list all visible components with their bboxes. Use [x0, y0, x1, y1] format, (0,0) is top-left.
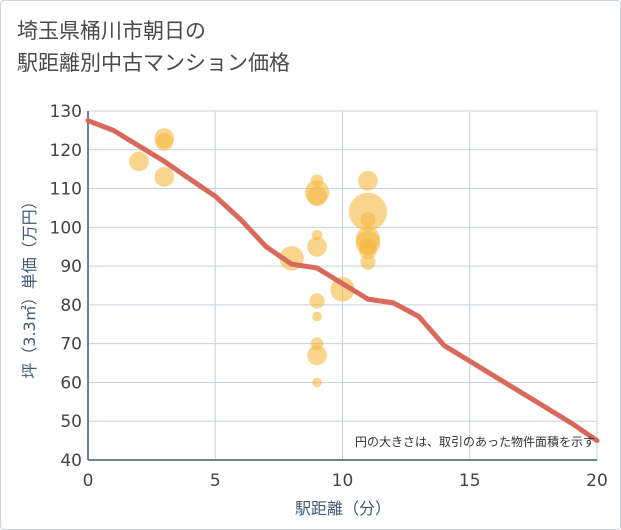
trend-line: [85, 118, 600, 444]
y-tick-label: 40: [60, 451, 82, 471]
data-bubble: [312, 311, 322, 322]
y-tick-label: 70: [60, 335, 82, 355]
x-tick-label: 0: [83, 471, 94, 491]
data-bubble: [358, 170, 378, 191]
x-tick-label: 20: [586, 471, 608, 491]
data-bubble: [129, 151, 149, 172]
y-tick-label: 110: [50, 180, 82, 200]
data-bubble: [312, 377, 322, 388]
chart-title: 埼玉県桶川市朝日の 駅距離別中古マンション価格: [17, 15, 290, 79]
bubble-series: [129, 128, 388, 388]
bubble-size-note: 円の大きさは、取引のあった物件面積を示す: [355, 434, 595, 449]
data-bubble: [330, 277, 355, 302]
tick-labels: 0 5 10 15 20 40 50 60 70 80 90 100 110 120 130: [50, 102, 608, 491]
x-axis-label: 駅距離（分）: [295, 499, 391, 518]
y-axis-label: 坪（3.3㎡）単価（万円）: [20, 193, 39, 378]
data-bubble: [154, 167, 175, 187]
y-tick-label: 90: [60, 257, 82, 277]
data-bubble: [359, 241, 377, 260]
data-bubble: [360, 211, 376, 228]
data-bubble: [155, 133, 174, 151]
data-bubble: [348, 192, 388, 231]
data-bubble: [307, 236, 327, 257]
y-tick-label: 60: [60, 373, 82, 393]
y-tick-label: 50: [60, 412, 82, 432]
data-bubble: [360, 254, 376, 270]
chart-title-line-2: 駅距離別中古マンション価格: [17, 51, 290, 75]
y-tick-label: 100: [50, 218, 82, 238]
chart-title-line-1: 埼玉県桶川市朝日の: [17, 19, 206, 43]
data-bubble: [307, 345, 327, 366]
x-tick-label: 5: [210, 471, 221, 491]
y-tick-label: 130: [50, 102, 82, 122]
y-tick-label: 80: [60, 296, 82, 316]
data-bubble: [307, 186, 327, 207]
y-tick-label: 120: [50, 141, 82, 161]
x-tick-label: 10: [332, 471, 354, 491]
data-bubble: [309, 293, 325, 309]
x-tick-label: 15: [459, 471, 481, 491]
